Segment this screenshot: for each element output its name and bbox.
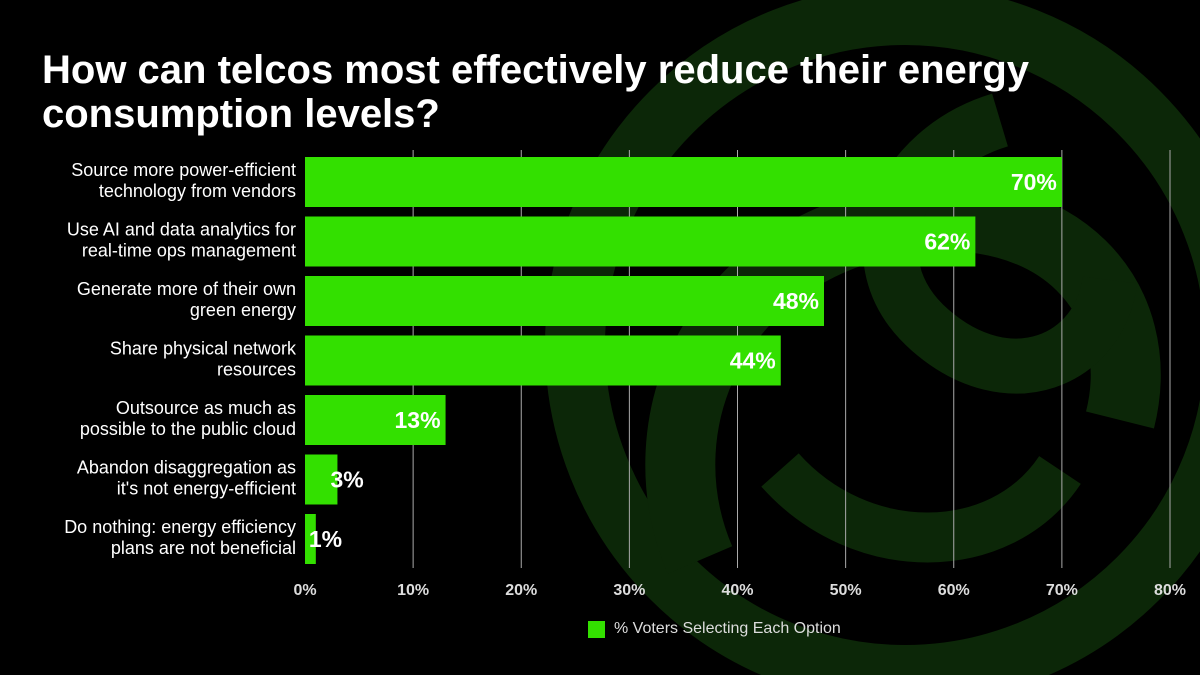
category-label: Generate more of their own xyxy=(77,279,296,299)
x-tick-label: 70% xyxy=(1046,582,1078,599)
category-label: possible to the public cloud xyxy=(80,419,296,439)
x-tick-label: 10% xyxy=(397,582,429,599)
category-label: green energy xyxy=(190,300,296,320)
legend: % Voters Selecting Each Option xyxy=(588,620,841,638)
bar xyxy=(305,454,338,505)
bar xyxy=(305,395,446,445)
chart-title: How can telcos most effectively reduce t… xyxy=(42,48,1030,136)
category-label: Abandon disaggregation as xyxy=(77,458,296,478)
x-tick-label: 30% xyxy=(613,582,645,599)
category-label: real-time ops management xyxy=(82,241,296,261)
bar xyxy=(305,514,316,564)
x-tick-label: 20% xyxy=(505,582,537,599)
data-label: 1% xyxy=(309,526,342,552)
category-label: plans are not beneficial xyxy=(111,538,296,558)
data-label: 70% xyxy=(1011,169,1057,195)
category-label: Use AI and data analytics for xyxy=(67,220,296,240)
bar xyxy=(305,157,1062,207)
x-tick-label: 60% xyxy=(938,582,970,599)
category-label: technology from vendors xyxy=(99,181,296,201)
legend-swatch xyxy=(588,620,605,638)
category-label: Do nothing: energy efficiency xyxy=(64,517,296,537)
data-label: 48% xyxy=(773,288,819,314)
data-label: 62% xyxy=(924,229,970,255)
category-label: resources xyxy=(217,360,296,380)
category-label: it's not energy-efficient xyxy=(117,479,296,499)
category-label: Outsource as much as xyxy=(116,398,296,418)
legend-label: % Voters Selecting Each Option xyxy=(614,620,841,637)
data-label: 3% xyxy=(330,467,363,493)
x-tick-label: 50% xyxy=(830,582,862,599)
data-label: 13% xyxy=(395,407,441,433)
x-tick-label: 40% xyxy=(721,582,753,599)
bar xyxy=(305,335,781,386)
data-label: 44% xyxy=(730,348,776,374)
category-label: Source more power-efficient xyxy=(71,160,296,180)
x-tick-label: 0% xyxy=(293,582,316,599)
bar xyxy=(305,216,976,267)
category-label: Share physical network xyxy=(110,339,297,359)
x-tick-label: 80% xyxy=(1154,582,1186,599)
bar xyxy=(305,276,824,326)
